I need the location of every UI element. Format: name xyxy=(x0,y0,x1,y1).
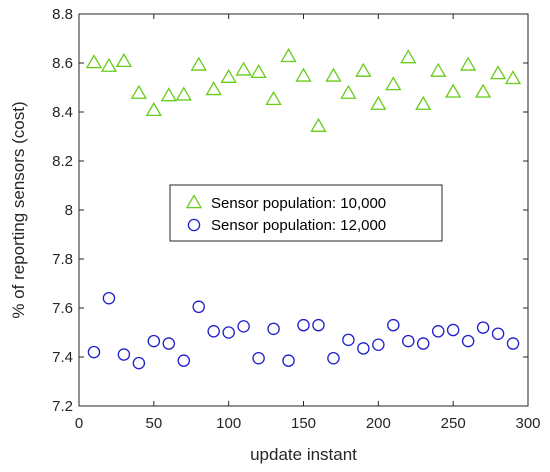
circle-data-point xyxy=(267,322,280,336)
x-tick-label: 100 xyxy=(216,415,241,432)
legend-circle-marker xyxy=(187,218,201,232)
circle-data-point xyxy=(162,337,176,350)
triangle-data-point xyxy=(340,84,357,99)
y-tick-label: 7.4 xyxy=(52,349,73,366)
circle-data-point xyxy=(402,334,415,348)
circle-data-point xyxy=(132,356,146,370)
y-tick-label: 8.4 xyxy=(52,104,73,121)
circle-data-point xyxy=(177,354,191,367)
legend: Sensor population: 10,000 Sensor populat… xyxy=(169,184,443,242)
circle-data-point xyxy=(387,318,400,332)
y-tick-label: 8.8 xyxy=(52,6,73,23)
triangle-data-point xyxy=(460,56,477,71)
legend-entry-12000: Sensor population: 12,000 xyxy=(211,217,386,234)
circle-data-point xyxy=(342,333,355,347)
circle-data-point xyxy=(282,354,295,367)
y-tick-label: 7.6 xyxy=(52,300,73,317)
x-tick-label: 250 xyxy=(441,415,466,432)
triangle-data-point xyxy=(160,87,177,102)
x-tick-label: 200 xyxy=(366,415,391,432)
circle-data-point xyxy=(491,327,505,340)
x-tick-label: 50 xyxy=(145,415,162,432)
triangle-data-point xyxy=(280,48,297,63)
triangle-data-point xyxy=(474,83,492,98)
circle-data-point xyxy=(297,318,310,332)
x-tick-label: 0 xyxy=(75,415,83,432)
triangle-data-point xyxy=(205,81,222,96)
circle-data-point xyxy=(102,291,116,305)
circle-data-point xyxy=(357,342,370,355)
circle-data-point xyxy=(222,326,235,339)
circle-data-point xyxy=(87,345,101,359)
legend-triangle-marker xyxy=(185,194,203,209)
data-marks xyxy=(85,48,522,370)
triangle-data-point xyxy=(310,117,327,132)
circle-data-point xyxy=(446,323,460,337)
triangle-data-point xyxy=(190,56,207,71)
triangle-data-point xyxy=(100,57,118,72)
x-axis-label: update instant xyxy=(250,445,357,464)
y-tick-label: 8.2 xyxy=(52,153,73,170)
circle-data-point xyxy=(416,337,430,350)
triangle-data-point xyxy=(295,67,312,82)
triangle-data-point xyxy=(325,67,342,82)
legend-entry-10000: Sensor population: 10,000 xyxy=(211,195,386,212)
circle-data-point xyxy=(192,300,205,314)
y-tick-label: 8 xyxy=(65,202,73,219)
circle-data-point xyxy=(312,318,325,332)
triangle-data-point xyxy=(115,52,133,68)
circle-data-point xyxy=(461,334,475,348)
plot-area-frame xyxy=(78,13,529,407)
circle-data-point xyxy=(207,325,220,338)
triangle-data-point xyxy=(445,83,462,98)
triangle-data-point xyxy=(250,63,267,79)
circle-data-point xyxy=(237,320,250,333)
y-tick-label: 7.2 xyxy=(52,398,73,415)
triangle-data-point xyxy=(415,95,432,110)
circle-data-point xyxy=(506,337,520,350)
triangle-data-point xyxy=(355,62,372,77)
x-tick-label: 150 xyxy=(291,415,316,432)
triangle-data-point xyxy=(400,49,417,64)
triangle-data-point xyxy=(385,76,402,91)
triangle-data-point xyxy=(504,70,522,85)
y-tick-label: 7.8 xyxy=(52,251,73,268)
circle-data-point xyxy=(117,348,131,361)
x-tick-label: 300 xyxy=(515,415,540,432)
triangle-data-point xyxy=(220,68,237,83)
circle-data-point xyxy=(147,334,161,348)
circle-data-point xyxy=(327,351,340,365)
triangle-data-point xyxy=(175,86,192,101)
triangle-data-point xyxy=(265,90,282,106)
y-axis-label: % of reporting sensors (cost) xyxy=(9,101,28,318)
circle-data-point xyxy=(431,325,445,338)
tick-labels: 0 50 100 150 200 250 300 7.2 7.4 7.6 7.8 8 8.2 8.4 8.6… xyxy=(52,6,540,432)
triangle-data-point xyxy=(145,101,162,117)
triangle-data-point xyxy=(130,84,147,99)
triangle-data-point xyxy=(489,65,507,80)
triangle-data-point xyxy=(235,61,252,76)
y-tick-label: 8.6 xyxy=(52,55,73,72)
circle-data-point xyxy=(476,321,490,334)
triangle-data-point xyxy=(370,95,387,110)
triangle-data-point xyxy=(430,62,447,77)
legend-box xyxy=(169,184,443,242)
circle-data-point xyxy=(372,338,385,351)
circle-data-point xyxy=(252,351,265,365)
triangle-data-point xyxy=(85,54,103,69)
